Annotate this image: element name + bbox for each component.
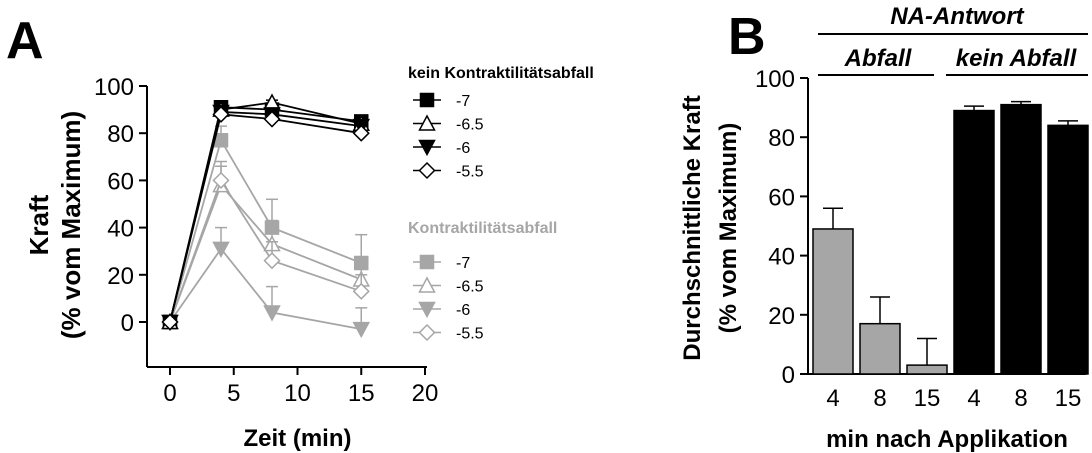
bar — [859, 322, 901, 375]
bar — [1000, 103, 1042, 375]
series-line — [169, 137, 362, 323]
data-point — [263, 305, 281, 322]
data-point — [212, 241, 230, 258]
data-point — [352, 124, 370, 142]
x-axis-label: Zeit (min) — [244, 425, 352, 452]
panel-a-label: A — [6, 12, 44, 70]
series-line — [169, 247, 362, 330]
bar — [906, 364, 948, 375]
x-tick-label: 8 — [873, 385, 886, 412]
bar — [953, 109, 995, 375]
line-chart-panel-a: 0 20 40 60 80 100 0 5 10 15 20 Zeit (min) Kraft (% vo… — [24, 65, 594, 452]
legend-label: -7 — [456, 93, 470, 110]
x-tick-label: 20 — [412, 380, 439, 407]
legend-marker — [418, 323, 436, 342]
legend-marker — [418, 114, 436, 131]
legend-label: -6.5 — [456, 279, 484, 296]
data-point — [212, 171, 230, 189]
y-axis-label: (% vom Maximum) — [715, 123, 742, 334]
legend-label: -6 — [456, 140, 470, 157]
y-tick-label: 60 — [768, 184, 795, 211]
y-axis-label: (% vom Maximum) — [56, 111, 86, 339]
y-tick-label: 40 — [107, 216, 134, 243]
data-point — [263, 93, 281, 110]
legend-marker — [418, 276, 436, 293]
data-point — [352, 282, 370, 300]
legend-title: Kontraktilitätsabfall — [408, 220, 557, 237]
x-tick-label: 15 — [348, 380, 375, 407]
y-axis-label: Durchschnittliche Kraft — [679, 95, 706, 360]
x-tick-label: 5 — [227, 380, 240, 407]
legend-label: -5.5 — [456, 326, 484, 343]
y-tick-label: 40 — [768, 244, 795, 271]
data-point — [352, 321, 371, 339]
panel-b-label: B — [728, 8, 766, 66]
legend-label: -5.5 — [456, 164, 484, 181]
x-tick-label: 0 — [163, 380, 176, 407]
data-point — [212, 105, 230, 123]
bar-chart-panel-b: 0 20 40 60 80 100 Durchschnittliche Kraft (% vo… — [679, 3, 1089, 453]
bar — [812, 228, 854, 375]
series-line — [169, 106, 362, 323]
y-tick-label: 20 — [107, 263, 134, 290]
x-tick-label: 4 — [967, 385, 980, 412]
y-tick-label: 80 — [768, 125, 795, 152]
legend-label: -7 — [456, 255, 470, 272]
legend-label: -6 — [456, 302, 470, 319]
y-tick-label: 0 — [782, 362, 795, 389]
series-line — [169, 178, 362, 323]
legend-marker — [418, 139, 436, 157]
y-tick-label: 20 — [768, 303, 795, 330]
legend-title: kein Kontraktilitätsabfall — [408, 65, 594, 82]
x-tick-label: 10 — [284, 380, 311, 407]
y-axis-label: Kraft — [24, 194, 54, 255]
legend-marker — [418, 161, 436, 180]
data-point — [263, 110, 281, 128]
x-tick-label: 4 — [826, 385, 839, 412]
legend-marker — [418, 301, 436, 319]
x-tick-label: 15 — [914, 385, 941, 412]
y-tick-label: 100 — [755, 66, 795, 93]
legend-marker — [419, 92, 435, 108]
y-tick-label: 80 — [107, 121, 134, 148]
x-tick-label: 15 — [1055, 385, 1082, 412]
x-tick-label: 8 — [1014, 385, 1027, 412]
data-point — [263, 252, 281, 270]
x-axis-label: min nach Applikation — [826, 426, 1068, 453]
data-point — [161, 313, 179, 331]
group-label: kein Abfall — [956, 45, 1078, 72]
header-label: NA-Antwort — [890, 3, 1024, 30]
legend-marker — [419, 254, 435, 270]
legend-label: -6.5 — [456, 117, 484, 134]
y-tick-label: 0 — [121, 310, 134, 337]
bar — [1047, 124, 1089, 375]
series-line — [169, 101, 362, 323]
group-label: Abfall — [844, 45, 913, 72]
y-tick-label: 100 — [94, 74, 134, 101]
y-tick-label: 60 — [107, 168, 134, 195]
series-line — [169, 113, 362, 323]
